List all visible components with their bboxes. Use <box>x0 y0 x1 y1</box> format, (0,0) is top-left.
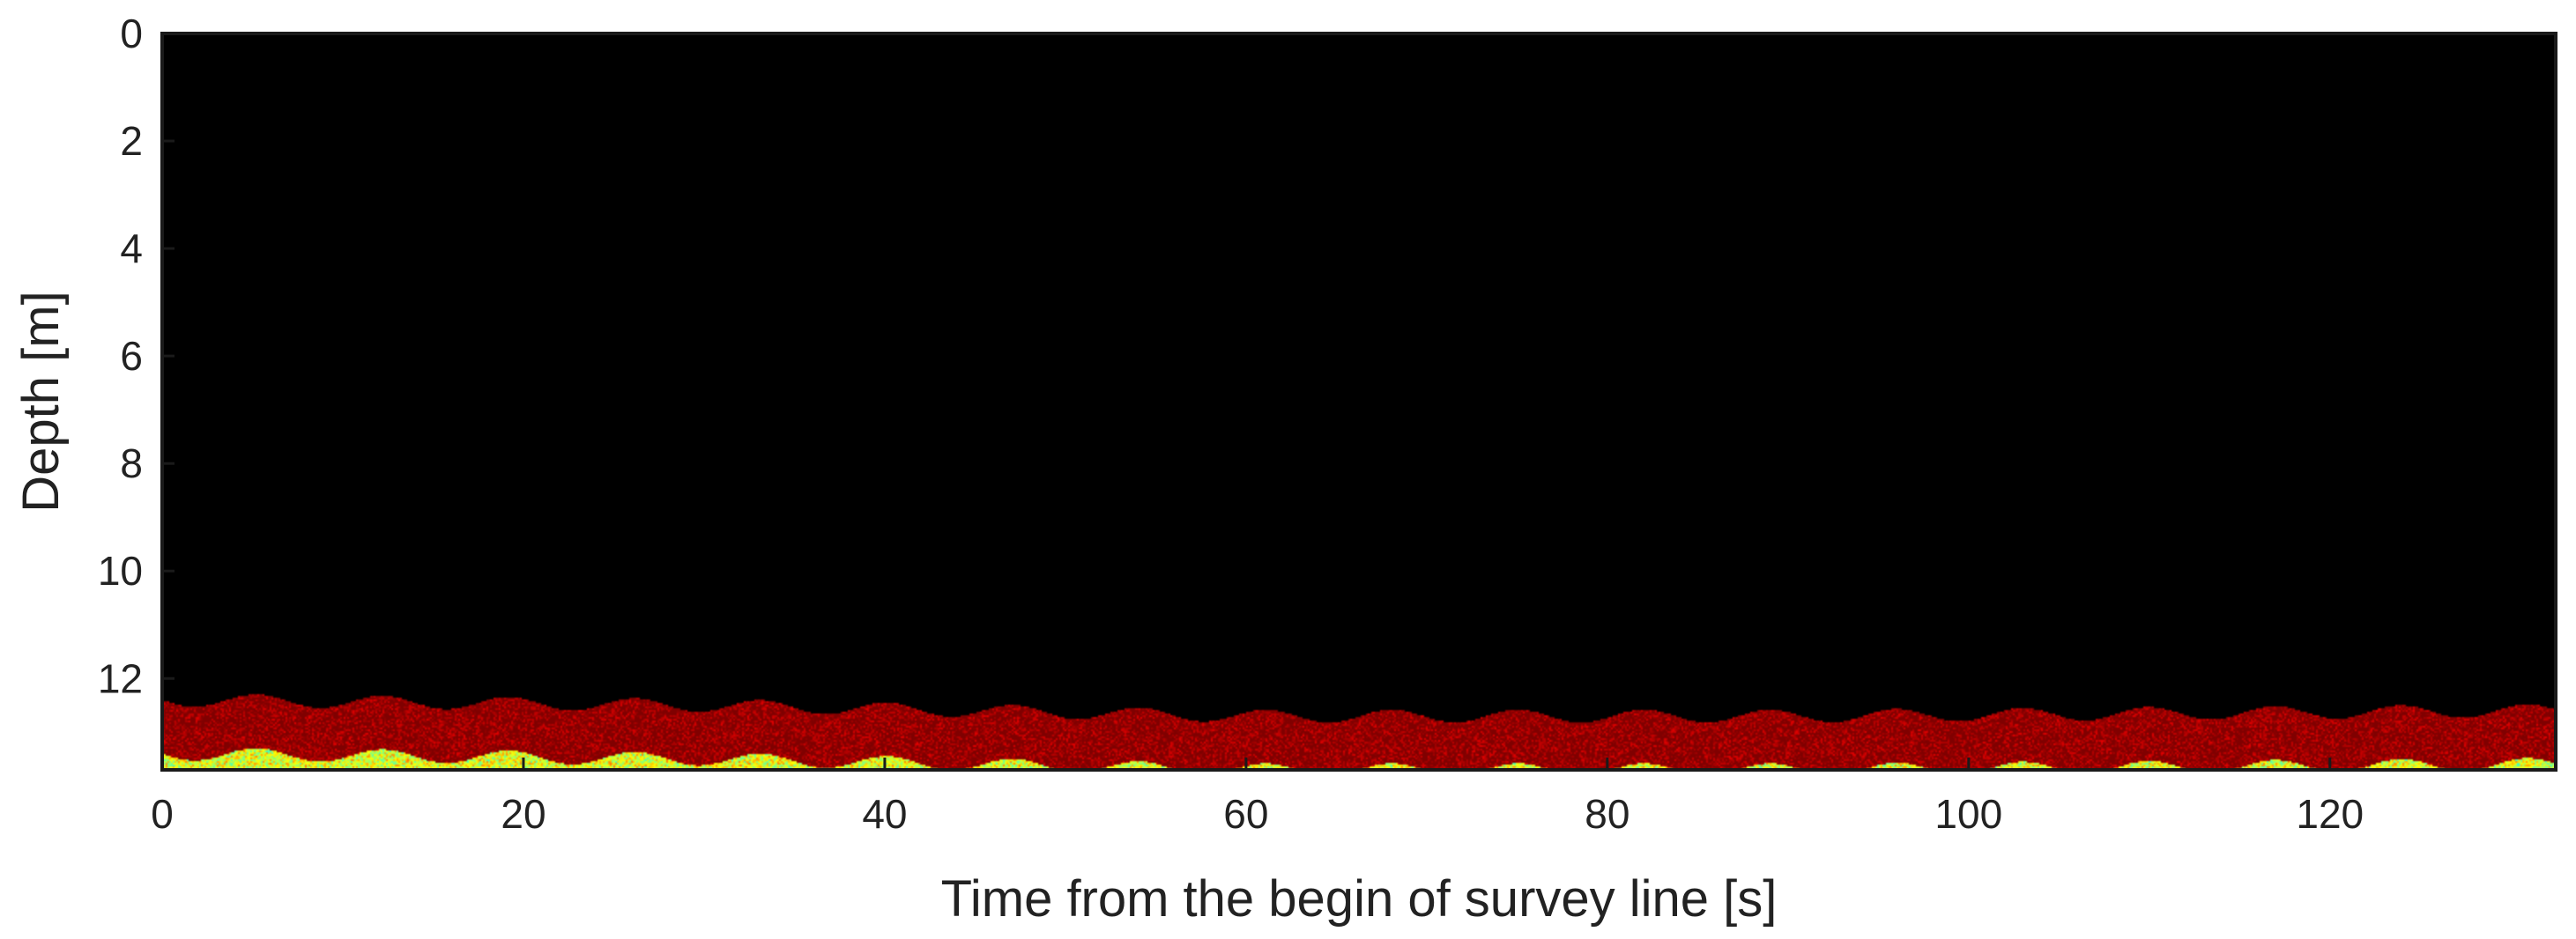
y-tick-label: 4 <box>120 226 143 271</box>
y-tick-label: 12 <box>98 655 143 701</box>
x-tick-label: 80 <box>1585 791 1629 837</box>
x-tick-label: 20 <box>501 791 546 837</box>
x-tick-label: 120 <box>2296 791 2364 837</box>
y-axis: 0 2 4 6 8 10 12 <box>98 11 174 701</box>
echogram-heatmap <box>162 33 2556 770</box>
x-tick-label: 60 <box>1223 791 1268 837</box>
x-axis: 0 20 40 60 80 100 120 <box>151 758 2364 837</box>
y-tick-label: 6 <box>120 333 143 379</box>
x-axis-label: Time from the begin of survey line [s] <box>941 870 1778 928</box>
y-tick-label: 0 <box>120 11 143 56</box>
y-tick-label: 10 <box>98 548 143 594</box>
x-tick-label: 100 <box>1934 791 2002 837</box>
plot-area <box>162 33 2556 770</box>
x-tick-label: 40 <box>862 791 907 837</box>
y-axis-label: Depth [m] <box>12 291 70 512</box>
y-tick-label: 2 <box>120 118 143 164</box>
plot-frame <box>160 32 2557 772</box>
y-tick-label: 8 <box>120 440 143 486</box>
x-tick-label: 0 <box>151 791 174 837</box>
